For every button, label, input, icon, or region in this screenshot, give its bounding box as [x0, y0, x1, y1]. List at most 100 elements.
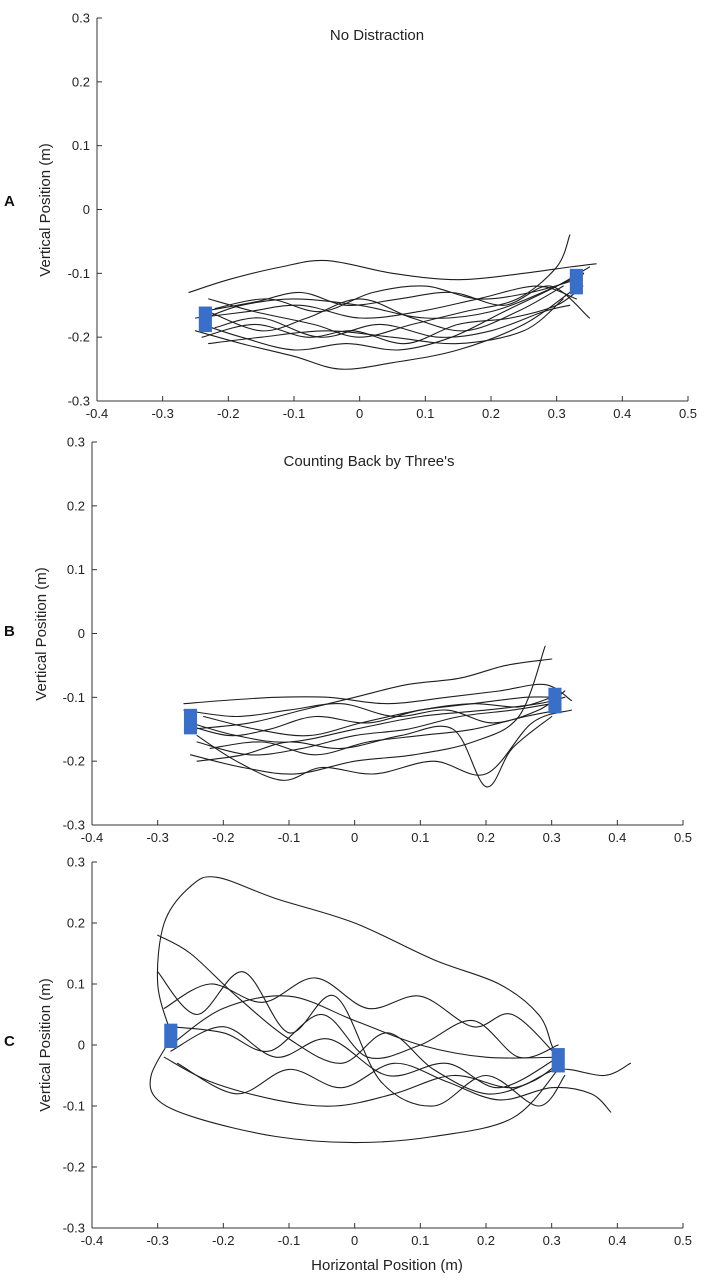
x-tick-label: 0.5: [679, 406, 697, 421]
x-tick-label: -0.3: [151, 406, 173, 421]
y-tick-label: -0.2: [68, 330, 90, 345]
trajectory-line: [189, 658, 553, 730]
trajectory-line: [214, 304, 571, 338]
panel-label-b: B: [4, 623, 15, 640]
trajectory-line: [170, 1013, 559, 1059]
target-marker: [198, 306, 212, 333]
target-marker: [551, 1048, 565, 1073]
y-tick-label: -0.3: [63, 818, 85, 833]
trajectory-line: [189, 696, 553, 737]
y-tick-label: -0.2: [63, 754, 85, 769]
panel-b-x-ticks: -0.4 -0.3 -0.2 -0.1 0 0.1 0.2 0.3 0.4 0.5: [81, 820, 692, 845]
x-tick-label: 0.1: [416, 406, 434, 421]
trajectory-line: [196, 703, 553, 756]
x-tick-label: -0.2: [212, 1233, 234, 1248]
trajectory-line: [201, 266, 591, 351]
y-tick-label: 0.2: [67, 498, 85, 513]
trajectory-line: [201, 285, 591, 319]
y-tick-label: 0.1: [72, 138, 90, 153]
x-tick-label: 0.3: [543, 830, 561, 845]
trajectory-line: [149, 1038, 559, 1144]
x-tick-label: -0.4: [81, 1233, 103, 1248]
x-tick-label: 0.2: [477, 830, 495, 845]
y-tick-label: 0: [78, 1038, 85, 1053]
panel-label-a: A: [4, 193, 15, 210]
x-tick-label: 0.4: [608, 1233, 626, 1248]
x-tick-label: -0.3: [146, 830, 168, 845]
trajectory-line: [208, 298, 564, 345]
panel-a-ylabel: Vertical Position (m): [37, 143, 54, 276]
trajectory-line: [208, 234, 571, 338]
trajectory-line: [183, 683, 572, 705]
x-tick-label: -0.1: [283, 406, 305, 421]
trajectory-line: [188, 259, 597, 294]
trajectory-line: [196, 709, 572, 781]
trajectory-line: [163, 977, 559, 1058]
panel-a-traces: [188, 234, 597, 370]
x-tick-label: 0.3: [548, 406, 566, 421]
y-tick-label: 0.1: [67, 562, 85, 577]
trajectory-line: [201, 285, 584, 345]
y-tick-label: -0.1: [68, 266, 90, 281]
panel-a-y-ticks: 0.3 0.2 0.1 0 -0.1 -0.2 -0.3: [68, 11, 102, 409]
x-tick-label: -0.3: [146, 1233, 168, 1248]
panel-label-c: C: [4, 1033, 15, 1050]
x-tick-label: 0.4: [613, 406, 631, 421]
target-marker: [164, 1023, 178, 1049]
trajectory-line: [183, 690, 566, 724]
y-tick-label: -0.1: [63, 1099, 85, 1114]
x-tick-label: 0.1: [411, 830, 429, 845]
x-tick-label: -0.2: [212, 830, 234, 845]
target-marker: [569, 268, 583, 295]
x-tick-label: -0.1: [278, 1233, 300, 1248]
panel-c: C Vertical Position (m) Horizontal Posit…: [4, 855, 692, 1275]
panel-c-x-ticks: -0.4 -0.3 -0.2 -0.1 0 0.1 0.2 0.3 0.4 0.5: [81, 1223, 692, 1248]
y-tick-label: 0.2: [72, 74, 90, 89]
trajectory-line: [157, 971, 566, 1107]
panel-b-traces: [183, 645, 572, 788]
panel-c-xlabel: Horizontal Position (m): [311, 1257, 463, 1274]
panel-b: B Counting Back by Three's Vertical Posi…: [4, 435, 692, 846]
x-tick-label: 0.2: [477, 1233, 495, 1248]
x-tick-label: -0.4: [81, 830, 103, 845]
trajectory-line: [208, 285, 564, 332]
y-tick-label: 0: [83, 202, 90, 217]
trajectory-line: [189, 645, 546, 775]
y-tick-label: -0.1: [63, 690, 85, 705]
panel-c-y-ticks: 0.3 0.2 0.1 0 -0.1 -0.2 -0.3: [63, 855, 97, 1236]
panel-a-targets: [198, 268, 583, 333]
x-tick-label: -0.4: [86, 406, 108, 421]
panel-a-x-ticks: -0.4 -0.3 -0.2 -0.1 0 0.1 0.2 0.3 0.4 0.5: [86, 396, 697, 421]
x-tick-label: 0: [351, 830, 358, 845]
panel-a-title: No Distraction: [330, 27, 424, 44]
target-marker: [548, 687, 562, 714]
trajectory-line: [194, 285, 577, 319]
y-tick-label: 0.3: [67, 855, 85, 870]
panel-b-y-ticks: 0.3 0.2 0.1 0 -0.1 -0.2 -0.3: [63, 435, 97, 833]
x-tick-label: -0.1: [278, 830, 300, 845]
x-tick-label: -0.2: [217, 406, 239, 421]
x-tick-label: 0.1: [411, 1233, 429, 1248]
trajectory-line: [157, 934, 559, 1095]
y-tick-label: -0.2: [63, 1160, 85, 1175]
trajectory-line: [203, 696, 559, 737]
trajectory-line: [170, 995, 559, 1059]
panel-b-title: Counting Back by Three's: [283, 453, 454, 470]
x-tick-label: 0.4: [608, 830, 626, 845]
x-tick-label: 0.5: [674, 830, 692, 845]
y-tick-label: 0.3: [72, 11, 90, 26]
y-tick-label: -0.3: [63, 1221, 85, 1236]
y-tick-label: 0.1: [67, 977, 85, 992]
trajectory-line: [163, 1056, 632, 1107]
target-marker: [183, 708, 198, 735]
y-tick-label: 0.2: [67, 916, 85, 931]
panel-b-targets: [183, 687, 562, 735]
y-tick-label: -0.3: [68, 394, 90, 409]
y-tick-label: 0: [78, 626, 85, 641]
x-tick-label: 0.5: [674, 1233, 692, 1248]
trajectory-line: [156, 876, 559, 1064]
x-tick-label: 0: [356, 406, 363, 421]
trajectory-line: [176, 1062, 612, 1113]
x-tick-label: 0: [351, 1233, 358, 1248]
